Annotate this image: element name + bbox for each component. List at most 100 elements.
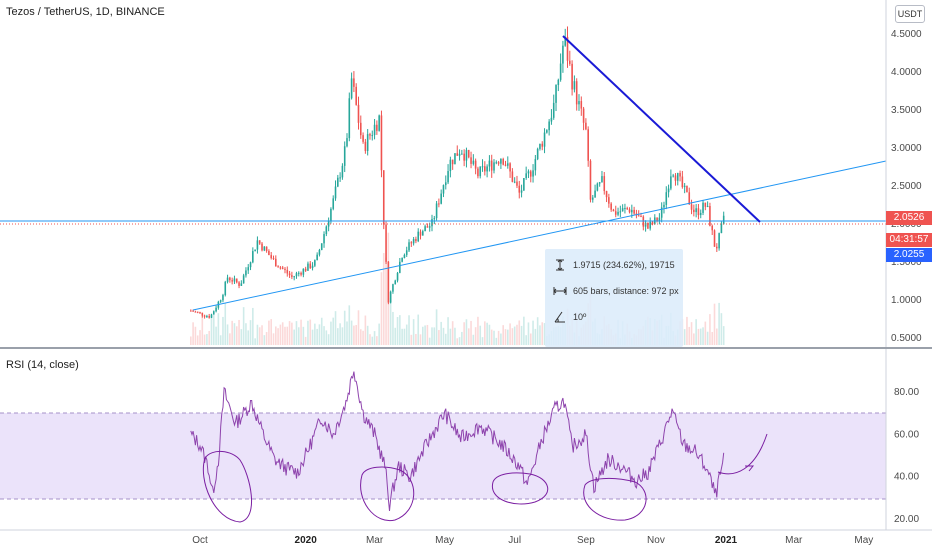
candle-body: [412, 239, 415, 244]
rsi-title[interactable]: RSI (14, close): [6, 359, 79, 371]
volume-bar: [249, 320, 252, 345]
candle-body: [555, 85, 557, 103]
candle-body: [697, 208, 700, 216]
volume-bar: [472, 334, 475, 345]
candle-body: [461, 153, 463, 155]
candle-body: [539, 143, 541, 149]
candle-body: [656, 217, 658, 222]
candle-body: [268, 250, 270, 256]
candle-body: [624, 207, 626, 209]
volume-bar: [318, 324, 321, 345]
candle-body: [564, 36, 567, 46]
time-tick-label: Nov: [647, 535, 665, 546]
candle-body: [470, 157, 472, 164]
volume-bar: [543, 323, 546, 345]
volume-bar: [486, 322, 488, 345]
candle-body: [589, 160, 592, 200]
volume-bar: [465, 319, 468, 345]
candle-body: [523, 178, 525, 191]
candle-body: [578, 101, 580, 105]
candle-body: [605, 191, 608, 198]
candle-body: [332, 198, 335, 209]
candle-body: [614, 211, 617, 215]
volume-bar: [311, 329, 314, 345]
volume-bar: [417, 314, 420, 345]
candle-body: [394, 280, 397, 285]
candle-body: [562, 45, 564, 64]
price-tick-label: 3.5000: [891, 105, 922, 116]
measure-bars: 605 bars, distance: 972 px: [573, 286, 679, 296]
candle-body: [672, 175, 674, 177]
volume-bar: [314, 323, 316, 345]
candle-body: [403, 254, 406, 258]
candle-body: [688, 192, 691, 205]
candle-body: [373, 124, 376, 136]
candle-body: [552, 102, 555, 118]
candle-body: [601, 176, 603, 183]
volume-bar: [438, 330, 440, 345]
time-tick-label: Mar: [366, 535, 384, 546]
candle-body: [644, 222, 647, 227]
volume-bar: [357, 310, 360, 345]
candle-body: [438, 203, 440, 205]
candle-body: [686, 185, 688, 193]
candle-body: [293, 276, 295, 278]
measure-range: 1.9715 (234.62%), 19715: [573, 260, 675, 270]
volume-bar: [286, 326, 289, 345]
volume-bar: [527, 322, 530, 345]
volume-bar: [467, 328, 470, 345]
candle-body: [660, 207, 663, 218]
candle-body: [199, 312, 201, 314]
candle-body: [300, 272, 302, 275]
volume-bar: [192, 322, 194, 345]
ascending-trendline[interactable]: [192, 160, 887, 311]
candle-body: [658, 217, 661, 222]
rsi-line: [190, 371, 725, 511]
candle-body: [245, 270, 247, 276]
candle-body: [235, 278, 238, 283]
descending-trendline[interactable]: [562, 35, 761, 223]
time-axis[interactable]: Oct 2020 Mar May Jul Sep Nov 2021 Mar May: [192, 535, 873, 546]
volume-bar: [706, 331, 709, 345]
candle-body: [369, 134, 371, 136]
candle-body: [247, 267, 250, 271]
candle-body: [362, 135, 364, 142]
price-axis[interactable]: 4.50004.00003.50003.00002.50002.00001.50…: [891, 29, 922, 344]
candle-body: [502, 158, 504, 165]
currency-button[interactable]: USDT: [895, 5, 925, 23]
volume-bar: [254, 338, 256, 345]
candle-body: [722, 215, 725, 224]
candle-body: [451, 159, 454, 165]
price-tick-label: 1.5000: [891, 257, 922, 268]
volume-bar: [242, 307, 245, 345]
volume-bar: [247, 330, 250, 345]
volume-bar: [229, 333, 231, 345]
angle-icon: [554, 311, 565, 323]
candle-body: [557, 79, 560, 86]
volume-bar: [688, 326, 691, 345]
candle-body: [401, 257, 403, 262]
rsi-axis[interactable]: 80.00 60.00 40.00 20.00: [894, 387, 919, 525]
candle-body: [594, 190, 596, 198]
candle-body: [596, 183, 599, 191]
candle-body: [631, 209, 633, 213]
time-tick-label: Sep: [577, 535, 595, 546]
candle-body: [587, 129, 589, 161]
candle-body: [497, 162, 500, 164]
candle-body: [536, 148, 539, 160]
volume-bar: [713, 303, 716, 345]
candle-body: [617, 211, 619, 215]
candle-body: [713, 230, 716, 247]
candle-body: [378, 115, 380, 131]
volume-bar: [378, 323, 380, 345]
volume-bar: [534, 328, 537, 345]
last-price-tag: 2.0526: [886, 211, 932, 225]
candle-body: [642, 216, 645, 227]
volume-bar: [396, 317, 399, 345]
candle-body: [681, 176, 684, 188]
volume-bar: [456, 338, 459, 345]
volume-bar: [277, 328, 279, 345]
volume-bar: [516, 324, 518, 345]
